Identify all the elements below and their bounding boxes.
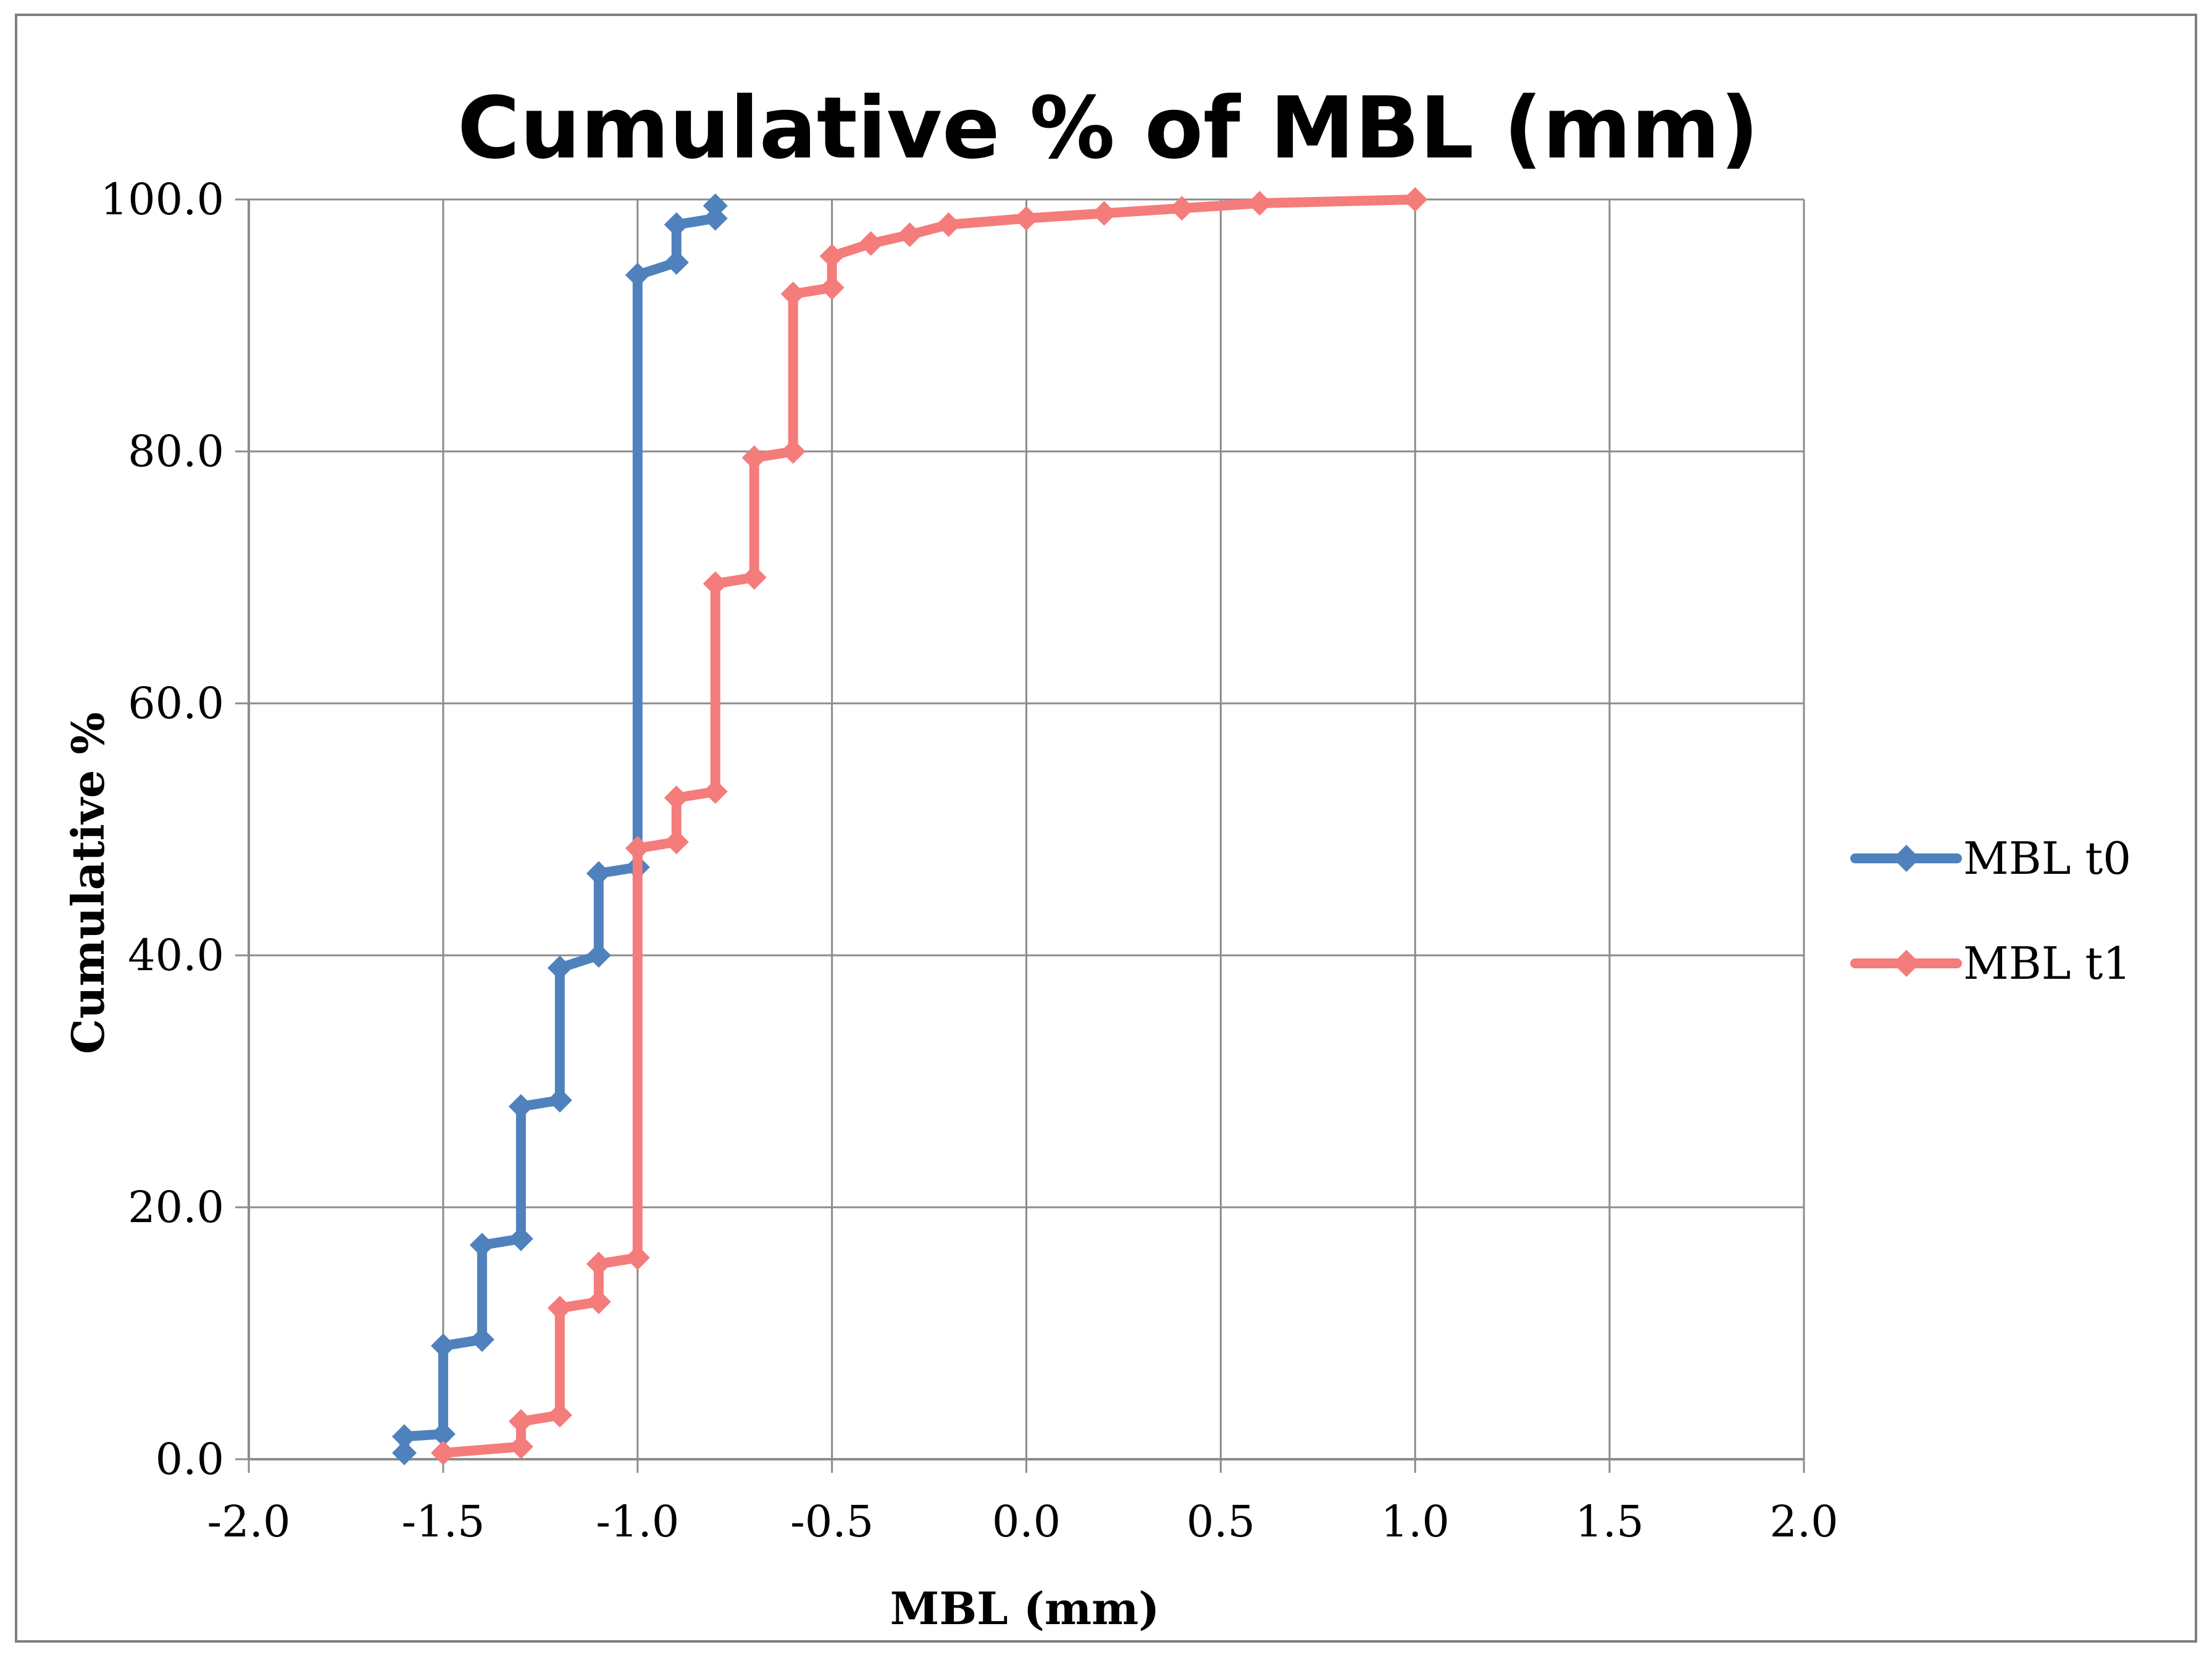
data-point	[664, 786, 689, 810]
chart-frame	[15, 14, 2197, 1643]
y-tick-label: 40.0	[128, 930, 224, 981]
data-point	[586, 943, 611, 968]
data-point	[430, 1333, 456, 1359]
data-point	[391, 1424, 417, 1449]
data-point	[508, 1094, 533, 1119]
data-point	[508, 1434, 533, 1459]
legend-item: MBL t0	[1850, 832, 2131, 884]
data-point	[1169, 196, 1195, 221]
y-tick-label: 100.0	[101, 174, 224, 225]
data-point	[741, 445, 767, 471]
data-point	[703, 779, 728, 804]
data-point	[508, 1409, 533, 1434]
data-point	[547, 1087, 572, 1113]
y-tick-label: 60.0	[128, 678, 224, 729]
legend-label: MBL t0	[1963, 832, 2131, 884]
legend-label: MBL t1	[1963, 937, 2131, 989]
data-point	[780, 282, 806, 306]
data-point	[625, 1245, 650, 1270]
data-point	[741, 565, 767, 590]
data-point	[664, 829, 689, 855]
x-tick-label: 1.0	[1381, 1496, 1450, 1547]
data-point	[469, 1327, 495, 1352]
data-point	[625, 262, 650, 288]
data-point	[1091, 201, 1117, 226]
x-tick-label: 0.0	[992, 1496, 1061, 1547]
data-point	[469, 1233, 495, 1258]
data-point	[1014, 206, 1039, 231]
y-tick-label: 20.0	[128, 1182, 224, 1233]
data-point	[547, 1402, 572, 1428]
data-point	[547, 1296, 572, 1321]
data-point	[664, 212, 689, 237]
y-tick-label: 80.0	[128, 426, 224, 477]
data-point	[1403, 187, 1428, 212]
series-mbl-t1	[430, 187, 1428, 1465]
series-line	[399, 201, 720, 1458]
data-point	[586, 1289, 611, 1314]
y-tick-label: 0.0	[156, 1434, 224, 1485]
data-point	[586, 861, 611, 886]
x-tick-label: -0.5	[790, 1496, 874, 1547]
data-point	[430, 1440, 456, 1465]
y-axis-label: Cumulative %	[62, 712, 114, 1054]
data-point	[664, 250, 689, 275]
data-point	[936, 212, 961, 237]
x-axis-label: MBL (mm)	[890, 1582, 1160, 1635]
series-mbl-t0	[391, 193, 728, 1465]
series-layer	[391, 187, 1428, 1465]
data-point	[780, 439, 806, 464]
x-tick-label: -1.0	[596, 1496, 679, 1547]
x-tick-label: 1.5	[1575, 1496, 1643, 1547]
data-point	[1247, 191, 1272, 216]
data-point	[391, 1440, 417, 1465]
axis-layer: -2.0 -1.5 -1.0 -0.5 0.0 0.5 1.0 1.5 2.0 0.0 20.0 40…	[101, 174, 1838, 1547]
x-tick-label: -1.5	[401, 1496, 485, 1547]
legend-swatch-marker	[1893, 845, 1920, 872]
data-point	[819, 243, 845, 269]
data-point	[703, 206, 728, 231]
data-point	[430, 1422, 456, 1447]
chart-title: Cumulative % of MBL (mm)	[457, 78, 1759, 178]
legend-swatch-marker	[1893, 950, 1920, 977]
data-point	[858, 231, 883, 256]
data-point	[625, 836, 650, 861]
legend: MBL t0 MBL t1	[1850, 832, 2131, 989]
x-tick-label: -2.0	[207, 1496, 291, 1547]
data-point	[586, 1251, 611, 1276]
legend-item: MBL t1	[1850, 937, 2131, 989]
x-tick-label: 2.0	[1769, 1496, 1838, 1547]
data-point	[703, 571, 728, 597]
x-tick-label: 0.5	[1187, 1496, 1255, 1547]
data-point	[508, 1226, 533, 1251]
data-point	[703, 193, 728, 219]
data-point	[897, 222, 922, 248]
data-point	[819, 275, 845, 300]
data-point	[547, 955, 572, 981]
